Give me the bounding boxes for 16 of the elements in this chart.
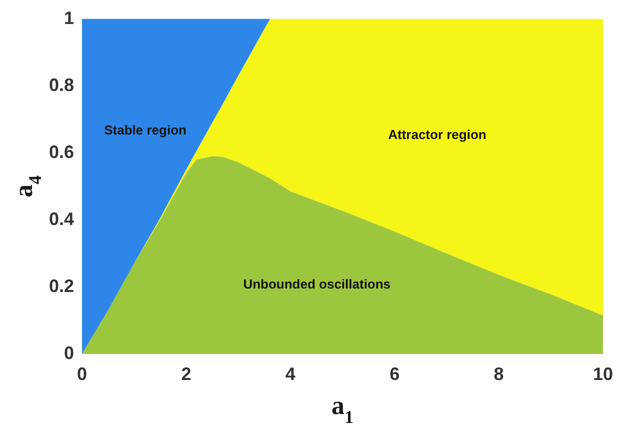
series-label: Unbounded oscillations — [243, 276, 391, 292]
series-label: Stable region — [104, 122, 187, 138]
x-tick-label: 8 — [494, 364, 504, 384]
series-label: Attractor region — [388, 127, 486, 142]
y-tick-label: 0.4 — [48, 208, 74, 229]
y-tick-label: 0.2 — [48, 276, 74, 296]
y-tick-label: 0.6 — [48, 142, 74, 162]
x-tick-label: 10 — [592, 364, 614, 384]
y-tick-label: 1 — [64, 8, 74, 28]
y-tick-label: 0 — [64, 342, 74, 363]
x-tick-label: 0 — [76, 364, 88, 384]
y-axis-title: a4 — [8, 175, 45, 198]
x-tick-label: 6 — [390, 364, 400, 384]
x-tick-label: 4 — [285, 364, 296, 384]
x-tick-label: 2 — [181, 364, 192, 384]
y-tick-label: 0.8 — [48, 74, 74, 95]
